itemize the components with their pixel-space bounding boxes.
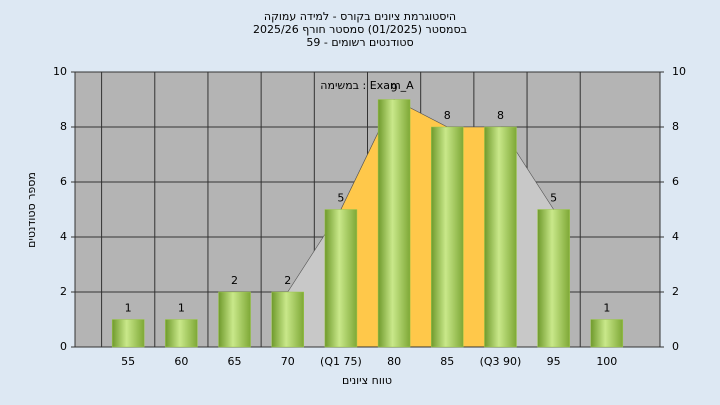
chart-title: היסטוגרמת ציונים בקורס - למידה עמוקה: [264, 10, 456, 23]
y2-tick-label: 8: [672, 120, 679, 133]
x-tick-label: 60: [174, 355, 188, 368]
value-label: 5: [337, 192, 344, 205]
x-tick-label: 70: [281, 355, 295, 368]
chart-subtitle: בסמסטר (01/2025) סמסטר חורף 2025/26: [253, 23, 467, 36]
bar: [324, 209, 358, 348]
y2-tick-label: 2: [672, 285, 679, 298]
bar: [431, 126, 464, 348]
y2-tick-label: 6: [672, 175, 679, 188]
x-tick-label: 80: [387, 355, 401, 368]
y-tick-label: 2: [60, 285, 67, 298]
y-tick-label: 0: [60, 340, 67, 353]
value-label: 2: [231, 274, 238, 287]
bar: [165, 319, 198, 348]
y-tick-label: 6: [60, 175, 67, 188]
y2-tick-label: 0: [672, 340, 679, 353]
value-label: 8: [444, 109, 451, 122]
x-tick-label: 95: [547, 355, 561, 368]
x-tick-label: 55: [121, 355, 135, 368]
x-tick-label: 65: [228, 355, 242, 368]
x-tick-label: 100: [596, 355, 617, 368]
y2-tick-label: 10: [672, 65, 686, 78]
bar: [271, 291, 304, 348]
plot-border: [74, 71, 661, 348]
y-tick-label: 4: [60, 230, 67, 243]
value-label: 1: [125, 302, 132, 315]
x-tick-label: (Q3 90): [480, 355, 522, 368]
bar: [377, 99, 411, 348]
x-tick-label: (Q1 75): [320, 355, 362, 368]
y-axis-label: מספר סטודנטים: [25, 172, 38, 248]
bar: [537, 209, 570, 348]
x-tick-label: 85: [440, 355, 454, 368]
bar: [484, 126, 517, 348]
value-label: 8: [497, 109, 504, 122]
y-tick-label: 10: [53, 65, 67, 78]
y2-tick-label: 4: [672, 230, 679, 243]
y-tick-label: 8: [60, 120, 67, 133]
x-axis-label: טווח ציונים: [342, 374, 392, 387]
bar: [111, 319, 145, 348]
value-label: 9: [391, 82, 398, 95]
value-label: 1: [178, 302, 185, 315]
value-label: 2: [284, 274, 291, 287]
chart-subtitle: סטודנטים רשומים - 59: [306, 36, 413, 49]
bar: [218, 291, 251, 348]
value-label: 1: [603, 302, 610, 315]
bar: [590, 319, 624, 348]
value-label: 5: [550, 192, 557, 205]
